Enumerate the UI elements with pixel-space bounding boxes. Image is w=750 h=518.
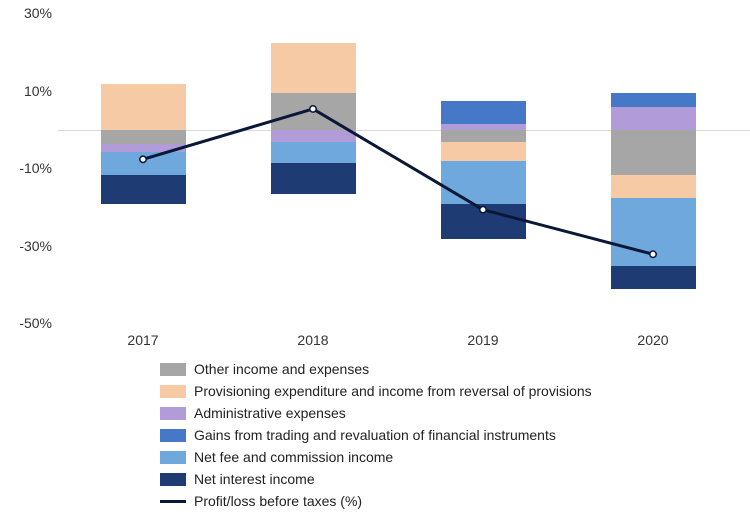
x-tick-label: 2017: [103, 332, 183, 348]
bar-administrative: [441, 124, 526, 130]
bar-other-income: [101, 130, 186, 144]
bar-net-interest: [101, 175, 186, 204]
bar-administrative: [611, 107, 696, 130]
y-tick-label: -30%: [6, 238, 52, 254]
y-tick-label: -10%: [6, 160, 52, 176]
legend-label: Net fee and commission income: [194, 449, 393, 465]
legend-item-net-fee: Net fee and commission income: [160, 446, 592, 468]
legend-label: Provisioning expenditure and income from…: [194, 383, 592, 399]
legend-item-other-income: Other income and expenses: [160, 358, 592, 380]
bar-administrative: [271, 130, 356, 142]
bar-provisioning: [101, 84, 186, 131]
bar-other-income: [271, 93, 356, 130]
legend-item-gains-trading: Gains from trading and revaluation of fi…: [160, 424, 592, 446]
legend-line-swatch: [160, 500, 186, 503]
y-tick-label: -50%: [6, 315, 52, 331]
legend-swatch: [160, 473, 186, 486]
bar-other-income: [441, 130, 526, 142]
bar-provisioning: [611, 175, 696, 198]
bar-provisioning: [441, 142, 526, 161]
y-tick-label: 10%: [6, 83, 52, 99]
chart-container: Other income and expenses Provisioning ex…: [0, 0, 750, 518]
bar-gains-trading: [441, 101, 526, 124]
legend: Other income and expenses Provisioning ex…: [160, 358, 592, 512]
legend-swatch: [160, 407, 186, 420]
legend-swatch: [160, 363, 186, 376]
legend-item-administrative: Administrative expenses: [160, 402, 592, 424]
bar-gains-trading: [611, 93, 696, 107]
bar-net-fee: [101, 152, 186, 175]
bar-net-fee: [441, 161, 526, 204]
y-tick-label: 30%: [6, 5, 52, 21]
bar-net-interest: [611, 266, 696, 289]
bar-other-income: [611, 130, 696, 175]
legend-swatch: [160, 385, 186, 398]
legend-label: Administrative expenses: [194, 405, 346, 421]
legend-label: Net interest income: [194, 471, 315, 487]
x-tick-label: 2018: [273, 332, 353, 348]
bar-administrative: [101, 144, 186, 152]
legend-item-profit-loss: Profit/loss before taxes (%): [160, 490, 592, 512]
legend-label: Profit/loss before taxes (%): [194, 493, 362, 509]
bar-net-interest: [271, 163, 356, 194]
legend-item-provisioning: Provisioning expenditure and income from…: [160, 380, 592, 402]
legend-label: Other income and expenses: [194, 361, 369, 377]
legend-swatch: [160, 451, 186, 464]
bar-provisioning: [271, 43, 356, 93]
plot-area: [58, 14, 738, 324]
legend-swatch: [160, 429, 186, 442]
bar-net-fee: [611, 198, 696, 266]
bar-net-fee: [271, 142, 356, 163]
x-tick-label: 2020: [613, 332, 693, 348]
legend-item-net-interest: Net interest income: [160, 468, 592, 490]
legend-label: Gains from trading and revaluation of fi…: [194, 427, 556, 443]
bar-net-interest: [441, 204, 526, 239]
x-tick-label: 2019: [443, 332, 523, 348]
